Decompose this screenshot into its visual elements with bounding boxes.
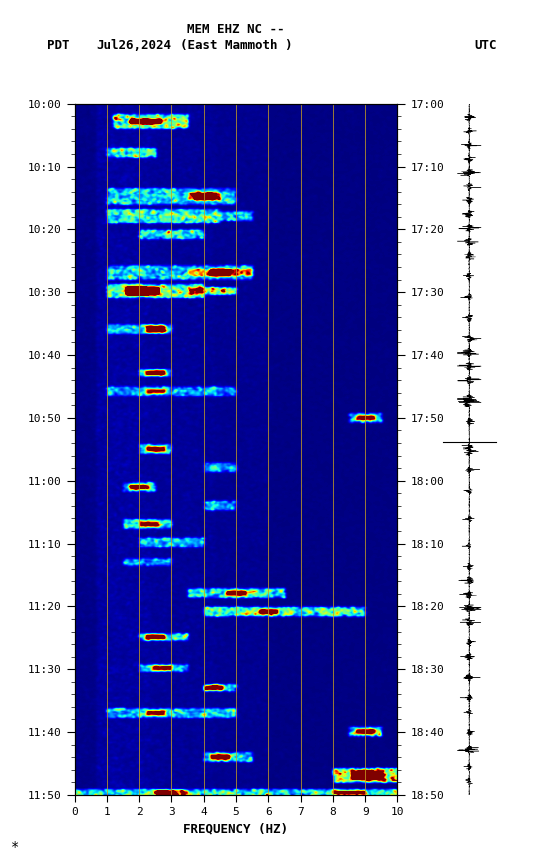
Text: UTC: UTC xyxy=(475,39,497,52)
Text: *: * xyxy=(11,840,19,854)
Text: (East Mammoth ): (East Mammoth ) xyxy=(180,39,292,52)
Text: Jul26,2024: Jul26,2024 xyxy=(97,39,172,52)
X-axis label: FREQUENCY (HZ): FREQUENCY (HZ) xyxy=(183,823,289,835)
Text: PDT: PDT xyxy=(47,39,70,52)
Text: MEM EHZ NC --: MEM EHZ NC -- xyxy=(187,23,285,36)
